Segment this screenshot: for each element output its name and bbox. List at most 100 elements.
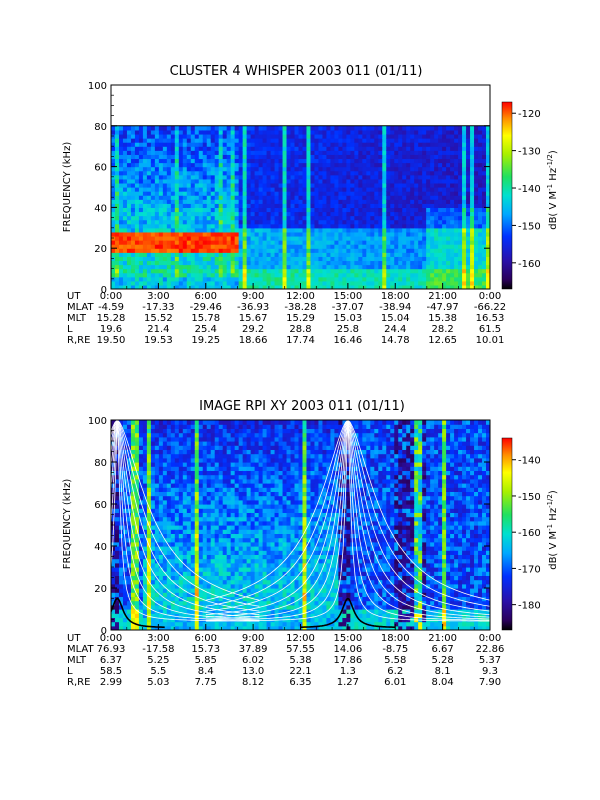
spectrogram-cell xyxy=(334,138,339,143)
spectrogram-cell xyxy=(462,129,467,135)
spectrogram-cell xyxy=(406,248,411,253)
spectrogram-cell xyxy=(262,158,268,164)
spectrogram-cell xyxy=(334,244,339,249)
spectrogram-cell xyxy=(222,272,228,278)
spectrogram-cell xyxy=(186,142,192,147)
spectrogram-cell xyxy=(138,223,144,229)
spectrogram-cell xyxy=(238,268,244,274)
spectrogram-cell xyxy=(206,166,212,172)
spectrogram-cell xyxy=(454,146,459,151)
spectrogram-cell xyxy=(122,499,128,505)
spectrogram-cell xyxy=(394,248,399,253)
spectrogram-cell xyxy=(130,512,136,518)
spectrogram-cell xyxy=(378,203,383,208)
spectrogram-cell xyxy=(442,227,447,233)
spectrogram-cell xyxy=(154,617,160,623)
spectrogram-cell xyxy=(262,211,268,217)
spectrogram-cell xyxy=(258,231,264,237)
spectrogram-cell xyxy=(186,588,192,593)
spectrogram-cell xyxy=(114,583,120,589)
spectrogram-cell xyxy=(310,125,316,131)
spectrogram-cell xyxy=(238,215,244,221)
spectrogram-cell xyxy=(370,133,375,139)
spectrogram-cell xyxy=(398,260,403,266)
spectrogram-cell xyxy=(130,546,136,551)
spectrogram-cell xyxy=(146,533,152,539)
spectrogram-cell xyxy=(162,129,168,135)
spectrogram-cell xyxy=(118,583,124,589)
spectrogram-cell xyxy=(294,162,300,168)
spectrogram-cell xyxy=(410,154,415,160)
spectrogram-cell xyxy=(118,240,124,245)
spectrogram-cell xyxy=(266,276,272,282)
spectrogram-cell xyxy=(466,268,471,274)
spectrogram-cell xyxy=(178,211,184,217)
spectrogram-cell xyxy=(326,146,332,151)
spectrogram-cell xyxy=(378,162,383,168)
spectrogram-cell xyxy=(126,621,132,627)
spectrogram-cell xyxy=(310,191,316,196)
spectrogram-cell xyxy=(142,191,148,196)
spectrogram-cell xyxy=(114,478,120,484)
spectrogram-cell xyxy=(294,195,300,200)
spectrogram-cell xyxy=(170,462,176,467)
spectrogram-cell xyxy=(214,280,220,286)
spectrogram-cell xyxy=(458,138,463,143)
spectrogram-cell xyxy=(306,191,312,196)
spectrogram-cell xyxy=(482,138,487,143)
spectrogram-cell xyxy=(314,133,320,139)
spectrogram-cell xyxy=(122,195,128,200)
spectrogram-cell xyxy=(162,227,168,233)
spectrogram-cell xyxy=(154,533,160,539)
spectrogram-cell xyxy=(330,187,336,192)
spectrogram-cell xyxy=(146,512,152,518)
spectrogram-cell xyxy=(446,191,451,196)
spectrogram-cell xyxy=(338,240,343,245)
spectrogram-cell xyxy=(350,203,355,208)
spectrogram-cell xyxy=(350,187,355,192)
spectrogram-cell xyxy=(354,133,359,139)
spectrogram-cell xyxy=(186,436,192,442)
spectrogram-cell xyxy=(286,276,292,282)
spectrogram-cell xyxy=(154,162,160,168)
ephemeris-value: 15.03 xyxy=(334,313,363,324)
spectrogram-cell xyxy=(358,211,363,217)
spectrogram-cell xyxy=(310,268,316,274)
spectrogram-cell xyxy=(114,138,120,143)
spectrogram-cell xyxy=(346,268,351,274)
spectrogram-cell xyxy=(142,240,148,245)
spectrogram-cell xyxy=(202,166,208,172)
spectrogram-cell xyxy=(134,166,140,172)
spectrogram-cell xyxy=(274,211,280,217)
spectrogram-cell xyxy=(142,248,148,253)
spectrogram-cell xyxy=(290,215,296,221)
spectrogram-cell xyxy=(390,170,395,176)
spectrogram-cell xyxy=(194,600,200,606)
spectrogram-cell xyxy=(294,138,300,143)
spectrogram-cell xyxy=(134,613,140,618)
ephemeris-value: 15.04 xyxy=(381,313,410,324)
spectrogram-cell xyxy=(154,474,160,480)
spectrogram-cell xyxy=(258,248,264,253)
spectrogram-cell xyxy=(398,252,403,257)
spectrogram-cell xyxy=(214,244,220,249)
spectrogram-cell xyxy=(162,252,168,257)
spectrogram-cell xyxy=(134,441,140,446)
spectrogram-cell xyxy=(178,550,184,555)
spectrogram-cell xyxy=(162,142,168,147)
spectrogram-cell xyxy=(194,133,200,139)
spectrogram-cell xyxy=(254,211,260,217)
spectrogram-cell xyxy=(154,596,160,602)
spectrogram-cell xyxy=(418,166,423,172)
spectrogram-cell xyxy=(474,182,479,188)
spectrogram-cell xyxy=(326,264,332,270)
spectrogram-cell xyxy=(170,478,176,484)
spectrogram-cell xyxy=(198,142,204,147)
spectrogram-cell xyxy=(314,268,320,274)
spectrogram-cell xyxy=(150,170,156,176)
spectrogram-cell xyxy=(422,154,427,160)
spectrogram-cell xyxy=(418,231,423,237)
spectrogram-cell xyxy=(250,219,256,225)
spectrogram-cell xyxy=(346,174,351,180)
spectrogram-cell xyxy=(382,248,387,253)
